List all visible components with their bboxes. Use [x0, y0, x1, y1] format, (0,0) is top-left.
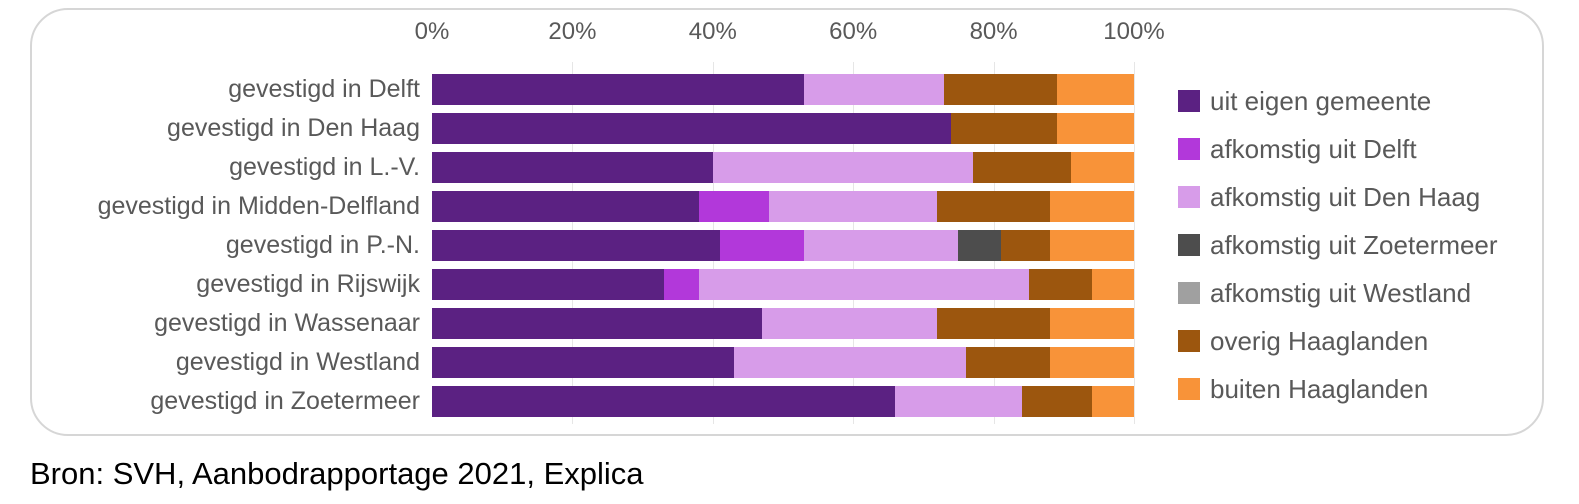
legend-label: afkomstig uit Zoetermeer	[1210, 229, 1498, 260]
bar-segment	[432, 347, 734, 378]
legend: uit eigen gemeente afkomstig uit Delft afk…	[1178, 85, 1498, 424]
bar-segment	[1056, 113, 1134, 144]
axis-tick-label: 0%	[414, 18, 450, 45]
category-label: gevestigd in Wassenaar	[154, 309, 420, 337]
bar-segment	[958, 230, 1001, 261]
category-label: gevestigd in Zoetermeer	[150, 387, 420, 415]
legend-item: buiten Haaglanden	[1178, 373, 1498, 404]
bar-segment	[1056, 74, 1134, 105]
bar-segment	[965, 347, 1050, 378]
bar-segment	[944, 74, 1057, 105]
bar-segment	[432, 113, 952, 144]
bar-segment	[432, 386, 896, 417]
bar-segment	[1091, 269, 1134, 300]
bar-segment	[1049, 230, 1134, 261]
bar-segment	[937, 191, 1050, 222]
category-label: gevestigd in Rijswijk	[196, 270, 420, 298]
axis-tick-label: 80%	[969, 18, 1018, 45]
source-caption: Bron: SVH, Aanbodrapportage 2021, Explic…	[30, 456, 644, 491]
bar-segment	[1070, 152, 1134, 183]
category-axis: gevestigd in Delft gevestigd in Den Haag g…	[0, 74, 420, 417]
legend-item: afkomstig uit Westland	[1178, 277, 1498, 308]
legend-label: afkomstig uit Delft	[1210, 133, 1417, 164]
bar-row	[432, 386, 1134, 417]
axis-tick-label: 100%	[1103, 18, 1165, 45]
axis-tick-label: 40%	[688, 18, 737, 45]
bar-row	[432, 152, 1134, 183]
bar-segment	[432, 74, 805, 105]
category-label: gevestigd in Den Haag	[167, 114, 420, 142]
bar-segment	[1000, 230, 1050, 261]
bar-segment	[733, 347, 966, 378]
bar-row	[432, 113, 1134, 144]
legend-label: afkomstig uit Den Haag	[1210, 181, 1481, 212]
bar-segment	[719, 230, 805, 261]
legend-swatch	[1178, 186, 1200, 208]
bar-segment	[1021, 386, 1092, 417]
legend-swatch	[1178, 234, 1200, 256]
bar-segment	[895, 386, 1022, 417]
legend-swatch	[1178, 90, 1200, 112]
bar-row	[432, 347, 1134, 378]
bar-segment	[432, 191, 699, 222]
legend-swatch	[1178, 138, 1200, 160]
legend-item: afkomstig uit Delft	[1178, 133, 1498, 164]
bar-segment	[432, 230, 720, 261]
category-label: gevestigd in Westland	[175, 348, 420, 376]
bar-segment	[663, 269, 699, 300]
bar-segment	[937, 308, 1050, 339]
bar-row	[432, 74, 1134, 105]
bar-segment	[1091, 386, 1134, 417]
axis-tick-label: 60%	[829, 18, 878, 45]
bar-segment	[432, 152, 713, 183]
bar-row	[432, 308, 1134, 339]
legend-item: afkomstig uit Zoetermeer	[1178, 229, 1498, 260]
bar-segment	[1049, 308, 1134, 339]
bar-segment	[972, 152, 1071, 183]
category-label: gevestigd in Delft	[228, 75, 420, 103]
bar-segment	[432, 269, 664, 300]
bar-segment	[698, 269, 1029, 300]
bar-plot-area	[432, 74, 1134, 417]
legend-label: afkomstig uit Westland	[1210, 277, 1472, 308]
bar-segment	[804, 230, 959, 261]
x-axis: 0% 20% 40% 60% 80% 100%	[415, 18, 1165, 50]
bar-row	[432, 230, 1134, 261]
bar-segment	[1028, 269, 1092, 300]
category-label: gevestigd in L.-V.	[229, 153, 420, 181]
legend-item: uit eigen gemeente	[1178, 85, 1498, 116]
gridline	[1134, 62, 1135, 424]
bar-segment	[432, 308, 762, 339]
bar-segment	[698, 191, 769, 222]
legend-swatch	[1178, 330, 1200, 352]
legend-item: afkomstig uit Den Haag	[1178, 181, 1498, 212]
bar-segment	[1049, 347, 1134, 378]
category-label: gevestigd in Midden-Delfland	[97, 192, 420, 220]
bar-segment	[712, 152, 973, 183]
legend-label: uit eigen gemeente	[1210, 85, 1432, 116]
legend-item: overig Haaglanden	[1178, 325, 1498, 356]
category-label: gevestigd in P.-N.	[225, 231, 420, 259]
bar-segment	[768, 191, 938, 222]
bar-segment	[951, 113, 1057, 144]
bar-row	[432, 269, 1134, 300]
legend-label: buiten Haaglanden	[1210, 373, 1429, 404]
bar-segment	[761, 308, 938, 339]
bar-row	[432, 191, 1134, 222]
axis-tick-label: 20%	[548, 18, 597, 45]
legend-label: overig Haaglanden	[1210, 325, 1429, 356]
legend-swatch	[1178, 282, 1200, 304]
legend-swatch	[1178, 378, 1200, 400]
bar-segment	[804, 74, 945, 105]
bar-segment	[1049, 191, 1134, 222]
